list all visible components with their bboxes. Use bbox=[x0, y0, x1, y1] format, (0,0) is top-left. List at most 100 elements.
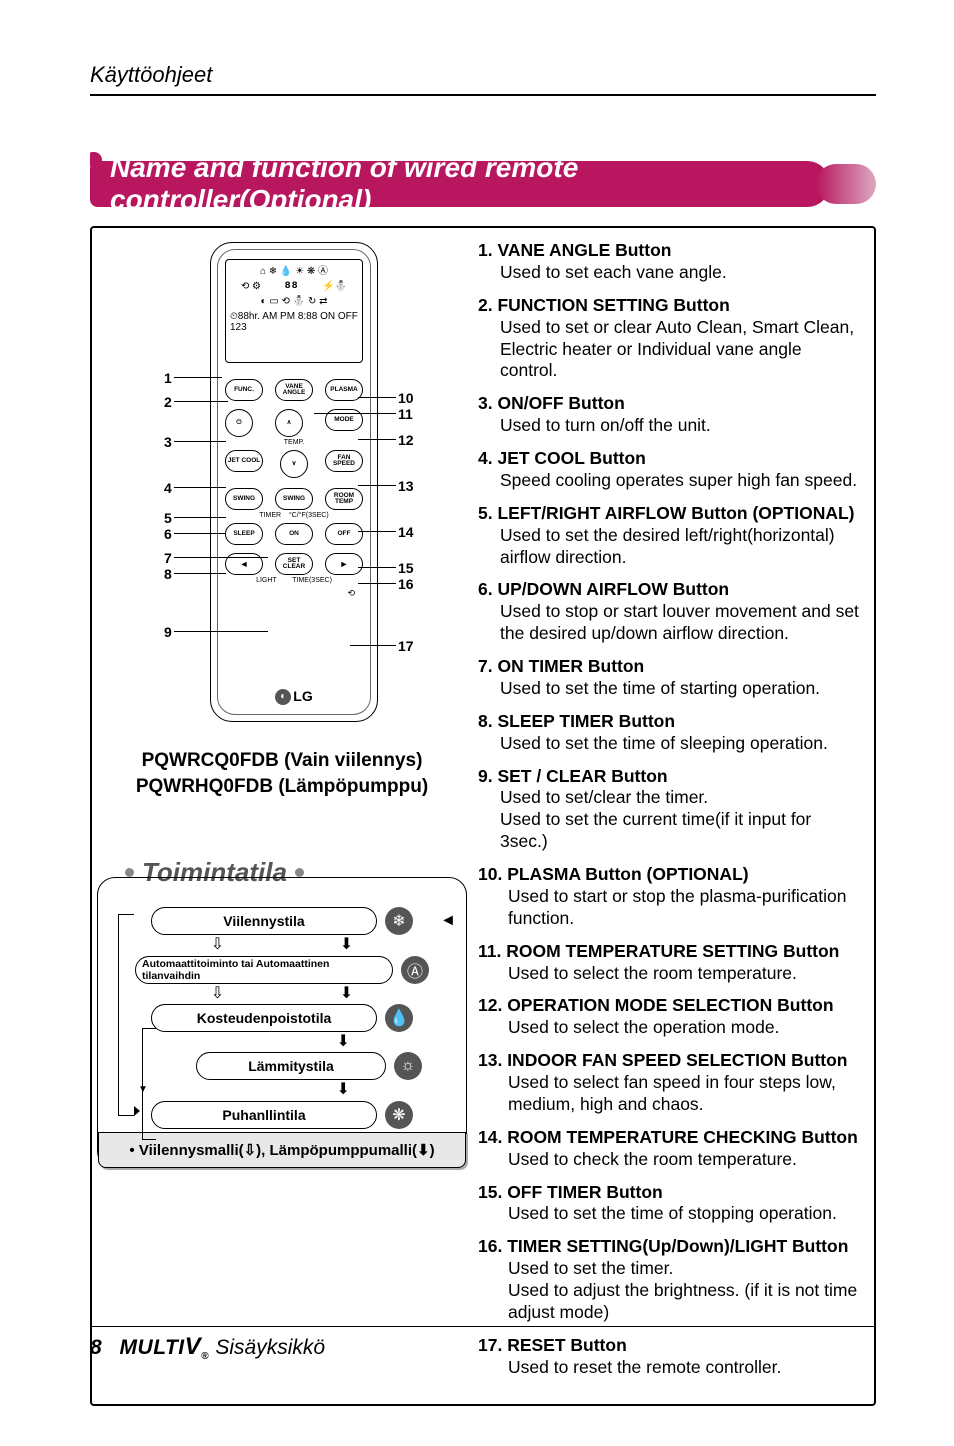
desc-title: 10. PLASMA Button (OPTIONAL) bbox=[478, 864, 860, 886]
callout-5: 5 bbox=[164, 510, 172, 526]
sleep-button: SLEEP bbox=[225, 523, 263, 545]
power-button: ⏻ bbox=[225, 409, 253, 437]
lg-logo: ◐LG bbox=[211, 688, 377, 705]
desc-body: Used to set the desired left/right(horiz… bbox=[478, 525, 860, 569]
desc-body: Used to check the room temperature. bbox=[478, 1149, 860, 1171]
title-banner: Name and function of wired remote contro… bbox=[90, 152, 876, 208]
callout-6: 6 bbox=[164, 526, 172, 542]
desc-title: 4. JET COOL Button bbox=[478, 448, 860, 470]
remote-diagram: ⌂ ❄ 💧 ☀ ❋ Ⓐ ⟲ ⚙88⚡⛄ ◐ ▭ ⟲ ⛄ ↻ ⇄ ⏲88hr. A… bbox=[102, 242, 462, 742]
desc-item-14: 14. ROOM TEMPERATURE CHECKING ButtonUsed… bbox=[478, 1127, 860, 1171]
desc-item-10: 10. PLASMA Button (OPTIONAL)Used to star… bbox=[478, 864, 860, 930]
desc-item-7: 7. ON TIMER ButtonUsed to set the time o… bbox=[478, 656, 860, 700]
desc-title: 11. ROOM TEMPERATURE SETTING Button bbox=[478, 941, 860, 963]
callout-12: 12 bbox=[398, 432, 414, 448]
callout-13: 13 bbox=[398, 478, 414, 494]
callout-9: 9 bbox=[164, 624, 172, 640]
vane-button: VANE ANGLE bbox=[275, 379, 313, 401]
desc-title: 15. OFF TIMER Button bbox=[478, 1182, 860, 1204]
desc-body: Used to set or clear Auto Clean, Smart C… bbox=[478, 317, 860, 383]
desc-title: 16. TIMER SETTING(Up/Down)/LIGHT Button bbox=[478, 1236, 860, 1258]
page-footer: 8 MULTIV® Sisäyksikkö bbox=[90, 1326, 876, 1362]
desc-item-2: 2. FUNCTION SETTING ButtonUsed to set or… bbox=[478, 295, 860, 383]
fanspeed-button: FAN SPEED bbox=[325, 450, 363, 472]
desc-title: 3. ON/OFF Button bbox=[478, 393, 860, 415]
desc-body: Used to start or stop the plasma-purific… bbox=[478, 886, 860, 930]
desc-body: Speed cooling operates super high fan sp… bbox=[478, 470, 860, 492]
callout-11: 11 bbox=[398, 406, 413, 422]
desc-body: Used to stop or start louver movement an… bbox=[478, 601, 860, 645]
fan-icon: ❋ bbox=[385, 1101, 413, 1129]
mode-dehumid: Kosteudenpoistotila bbox=[151, 1004, 377, 1032]
desc-title: 2. FUNCTION SETTING Button bbox=[478, 295, 860, 317]
mode-flow-diagram: Toimintatila Viilennystila ❄ ◄ ⇩⬇ Automa… bbox=[97, 877, 467, 1169]
main-content-box: ⌂ ❄ 💧 ☀ ❋ Ⓐ ⟲ ⚙88⚡⛄ ◐ ▭ ⟲ ⛄ ↻ ⇄ ⏲88hr. A… bbox=[90, 226, 876, 1406]
desc-item-9: 9. SET / CLEAR ButtonUsed to set/clear t… bbox=[478, 766, 860, 854]
desc-item-5: 5. LEFT/RIGHT AIRFLOW Button (OPTIONAL)U… bbox=[478, 503, 860, 569]
descriptions-list: 1. VANE ANGLE ButtonUsed to set each van… bbox=[472, 228, 874, 1404]
desc-body: Used to set/clear the timer.Used to set … bbox=[478, 787, 860, 853]
desc-body: Used to set the timer.Used to adjust the… bbox=[478, 1258, 860, 1324]
desc-item-11: 11. ROOM TEMPERATURE SETTING ButtonUsed … bbox=[478, 941, 860, 985]
jetcool-button: JET COOL bbox=[225, 450, 263, 472]
func-button: FUNC. bbox=[225, 379, 263, 401]
desc-title: 12. OPERATION MODE SELECTION Button bbox=[478, 995, 860, 1017]
brand-logo: MULTIV® bbox=[120, 1336, 216, 1359]
swing-right-button: SWING bbox=[275, 488, 313, 510]
up-button: ∧ bbox=[275, 409, 303, 437]
cool-icon: ❄ bbox=[385, 907, 413, 935]
down-button: ∨ bbox=[280, 450, 308, 478]
desc-item-13: 13. INDOOR FAN SPEED SELECTION ButtonUse… bbox=[478, 1050, 860, 1116]
desc-title: 1. VANE ANGLE Button bbox=[478, 240, 860, 262]
dehum-icon: 💧 bbox=[385, 1004, 413, 1032]
desc-item-15: 15. OFF TIMER ButtonUsed to set the time… bbox=[478, 1182, 860, 1226]
product-name: Sisäyksikkö bbox=[215, 1336, 325, 1359]
off-timer-button: OFF bbox=[325, 523, 363, 545]
desc-title: 8. SLEEP TIMER Button bbox=[478, 711, 860, 733]
mode-cooling: Viilennystila bbox=[151, 907, 377, 935]
desc-body: Used to select the room temperature. bbox=[478, 963, 860, 985]
callout-10: 10 bbox=[398, 390, 414, 406]
remote-buttons: FUNC. VANE ANGLE PLASMA ⏻ ∧ MODE TEMP. J… bbox=[225, 379, 363, 671]
desc-item-4: 4. JET COOL ButtonSpeed cooling operates… bbox=[478, 448, 860, 492]
callout-8: 8 bbox=[164, 566, 172, 582]
desc-body: Used to select fan speed in four steps l… bbox=[478, 1072, 860, 1116]
model-numbers: PQWRCQ0FDB (Vain viilennys) PQWRHQ0FDB (… bbox=[136, 748, 428, 799]
roomtemp-button: ROOM TEMP bbox=[325, 488, 363, 510]
callout-17: 17 bbox=[398, 638, 414, 654]
section-header: Käyttöohjeet bbox=[90, 62, 876, 88]
callout-3: 3 bbox=[164, 434, 172, 450]
desc-item-16: 16. TIMER SETTING(Up/Down)/LIGHT ButtonU… bbox=[478, 1236, 860, 1324]
desc-title: 5. LEFT/RIGHT AIRFLOW Button (OPTIONAL) bbox=[478, 503, 860, 525]
callout-16: 16 bbox=[398, 576, 414, 592]
callout-1: 1 bbox=[164, 370, 172, 386]
desc-body: Used to set the time of starting operati… bbox=[478, 678, 860, 700]
mode-heating: Lämmitystila bbox=[196, 1052, 386, 1080]
remote-screen: ⌂ ❄ 💧 ☀ ❋ Ⓐ ⟲ ⚙88⚡⛄ ◐ ▭ ⟲ ⛄ ↻ ⇄ ⏲88hr. A… bbox=[225, 259, 363, 363]
desc-item-1: 1. VANE ANGLE ButtonUsed to set each van… bbox=[478, 240, 860, 284]
desc-body: Used to set each vane angle. bbox=[478, 262, 860, 284]
desc-title: 14. ROOM TEMPERATURE CHECKING Button bbox=[478, 1127, 860, 1149]
header-rule bbox=[90, 94, 876, 96]
heat-icon: ☼ bbox=[394, 1052, 422, 1080]
mode-auto: Automaattitoiminto tai Automaattinen til… bbox=[135, 956, 393, 984]
setclear-button: SET CLEAR bbox=[275, 553, 313, 575]
time-button: ► bbox=[325, 553, 363, 575]
callout-15: 15 bbox=[398, 560, 414, 576]
auto-icon: Ⓐ bbox=[401, 956, 429, 984]
banner-title: Name and function of wired remote contro… bbox=[90, 161, 830, 207]
desc-body: Used to turn on/off the unit. bbox=[478, 415, 860, 437]
desc-title: 13. INDOOR FAN SPEED SELECTION Button bbox=[478, 1050, 860, 1072]
mode-fan: Puhanllintila bbox=[151, 1101, 377, 1129]
desc-item-6: 6. UP/DOWN AIRFLOW ButtonUsed to stop or… bbox=[478, 579, 860, 645]
desc-title: 7. ON TIMER Button bbox=[478, 656, 860, 678]
swing-left-button: SWING bbox=[225, 488, 263, 510]
callout-7: 7 bbox=[164, 550, 172, 566]
desc-body: Used to set the time of stopping operati… bbox=[478, 1203, 860, 1225]
desc-title: 9. SET / CLEAR Button bbox=[478, 766, 860, 788]
desc-item-8: 8. SLEEP TIMER ButtonUsed to set the tim… bbox=[478, 711, 860, 755]
desc-body: Used to set the time of sleeping operati… bbox=[478, 733, 860, 755]
page-number: 8 bbox=[90, 1336, 102, 1359]
on-timer-button: ON bbox=[275, 523, 313, 545]
callout-4: 4 bbox=[164, 480, 172, 496]
